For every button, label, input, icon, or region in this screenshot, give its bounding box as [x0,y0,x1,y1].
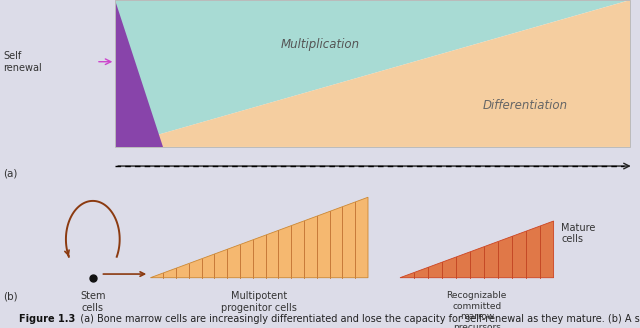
Text: Recognizable
committed
marrow
precursors: Recognizable committed marrow precursors [447,291,507,328]
Text: Differentiation: Differentiation [482,99,568,112]
Polygon shape [115,0,163,147]
Polygon shape [150,197,368,278]
Text: Multipotent
progenitor cells: Multipotent progenitor cells [221,291,297,313]
Text: (b): (b) [3,291,18,301]
Bar [115,0,630,147]
Text: (a) Bone marrow cells are increasingly differentiated and lose the capacity for : (a) Bone marrow cells are increasingly d… [74,314,640,324]
Text: Self
renewal: Self renewal [3,51,42,72]
Text: Mature
cells: Mature cells [561,223,596,244]
Text: Figure 1.3: Figure 1.3 [19,314,76,324]
Polygon shape [115,0,630,147]
Text: (a): (a) [3,168,17,178]
Polygon shape [400,221,554,278]
Text: Stem
cells: Stem cells [80,291,106,313]
Bar [115,0,630,147]
Polygon shape [115,0,630,147]
Text: Multiplication: Multiplication [280,38,360,51]
